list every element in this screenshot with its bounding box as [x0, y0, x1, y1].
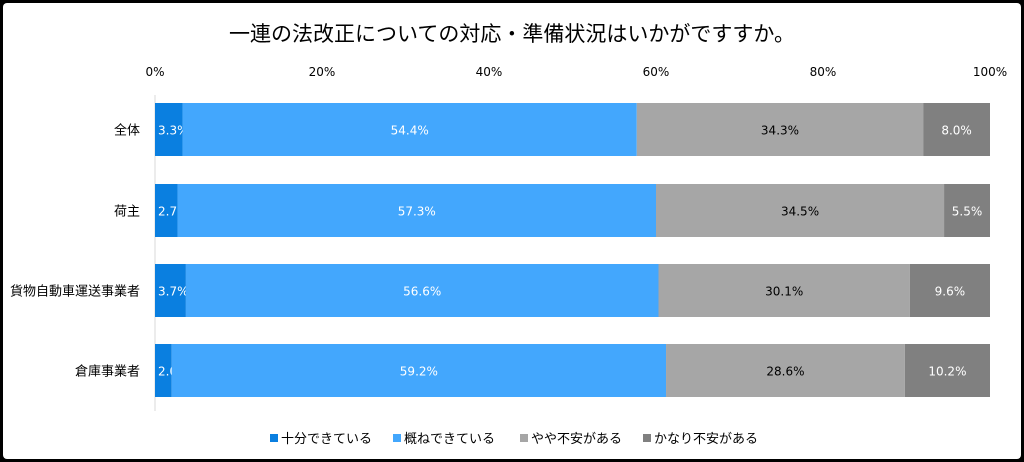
- data-label: 3.3%: [158, 124, 189, 138]
- bar-segment: [656, 184, 945, 237]
- data-label: 10.2%: [928, 365, 966, 379]
- bar-segment: [177, 184, 657, 237]
- data-label: 34.3%: [761, 124, 799, 138]
- bar-segment: [944, 184, 990, 237]
- x-tick-label: 60%: [643, 65, 670, 79]
- stacked-bar-chart: 一連の法改正についての対応・準備状況はいかがですすか。 0% 20% 40% 60% 8…: [10, 22, 1007, 447]
- data-label: 3.7%: [158, 285, 189, 299]
- x-tick-label: 100%: [973, 65, 1007, 79]
- data-label: 5.5%: [952, 205, 983, 219]
- data-label: 9.6%: [935, 285, 966, 299]
- bar-segment: [182, 103, 637, 156]
- bar-segment: [155, 103, 183, 156]
- legend-label: 十分できている: [281, 432, 372, 447]
- bar-segment: [658, 264, 910, 317]
- bar-segment: [904, 344, 990, 397]
- data-label: 28.6%: [766, 365, 804, 379]
- bar-segment: [155, 344, 172, 397]
- bar-segment: [185, 264, 659, 317]
- bar-segment: [666, 344, 905, 397]
- legend-label: やや不安がある: [531, 432, 622, 447]
- x-tick-label: 40%: [476, 65, 503, 79]
- data-label: 8.0%: [941, 124, 972, 138]
- data-label: 34.5%: [781, 205, 819, 219]
- x-tick-label: 0%: [145, 65, 164, 79]
- legend-swatch: [520, 434, 528, 442]
- legend-label: 概ねできている: [404, 432, 495, 447]
- data-label: 30.1%: [765, 285, 803, 299]
- chart-frame: 一連の法改正についての対応・準備状況はいかがですすか。 0% 20% 40% 60% 8…: [3, 3, 1021, 459]
- bar-segment: [155, 264, 186, 317]
- data-label: 54.4%: [391, 124, 429, 138]
- x-tick-label: 20%: [309, 65, 336, 79]
- x-tick-label: 80%: [810, 65, 837, 79]
- bar-segment: [636, 103, 924, 156]
- legend-label: かなり不安がある: [654, 432, 758, 447]
- category-label: 倉庫事業者: [75, 364, 140, 380]
- legend-swatch: [270, 434, 278, 442]
- chart-title: 一連の法改正についての対応・準備状況はいかがですすか。: [229, 22, 795, 46]
- legend-swatch: [643, 434, 651, 442]
- bar-segment: [909, 264, 990, 317]
- data-label: 56.6%: [403, 285, 441, 299]
- bar-segment: [171, 344, 667, 397]
- bar-segment: [155, 184, 178, 237]
- data-label: 59.2%: [400, 365, 438, 379]
- data-label: 57.3%: [398, 205, 436, 219]
- category-label: 貨物自動車運送事業者: [10, 284, 140, 300]
- legend-swatch: [393, 434, 401, 442]
- category-label: 荷主: [114, 205, 140, 220]
- category-label: 全体: [114, 123, 140, 139]
- bar-segment: [923, 103, 990, 156]
